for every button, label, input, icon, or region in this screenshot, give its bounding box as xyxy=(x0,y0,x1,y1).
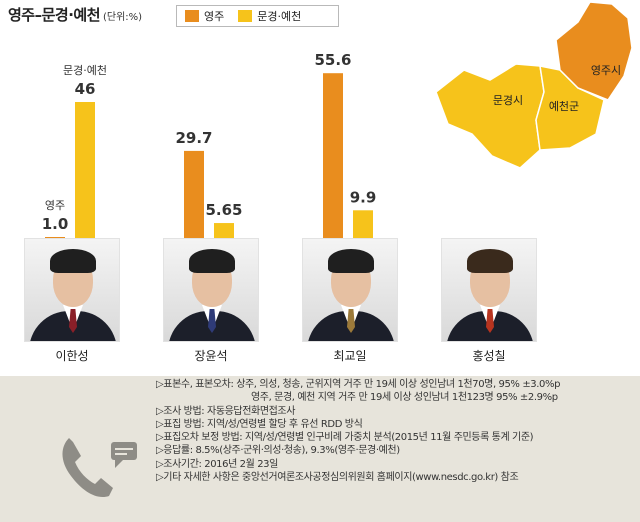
survey-note-line: ▷조사기간: 2016년 2월 23일 xyxy=(156,458,278,470)
region-map: 영주시 문경시 예천군 xyxy=(428,0,638,175)
map-region-yeongju xyxy=(555,1,633,101)
value-label-mungyeong-yecheon-2: 5.65 xyxy=(205,201,242,219)
bar-mungyeong-yecheon-3 xyxy=(353,210,373,240)
survey-info-panel: ▷표본수, 표본오차: 상주, 의성, 청송, 군위지역 거주 만 19세 이상… xyxy=(0,376,640,522)
survey-note-line: 영주, 문경, 예천 지역 거주 만 19세 이상 성인남녀 1천123명 95… xyxy=(251,392,558,404)
survey-note-line: ▷조사 방법: 자동응답전화면접조사 xyxy=(156,405,296,417)
series-annotation-mungyeong-yecheon: 문경·예천 xyxy=(63,63,107,77)
photo-tie xyxy=(486,309,494,333)
candidate-name-3: 최교일 xyxy=(333,349,367,363)
phone-icon xyxy=(62,438,137,498)
photo-tie xyxy=(347,309,355,333)
legend-item-mungyeong-yecheon: 문경·예천 xyxy=(238,8,301,24)
unit-label: (단위:%) xyxy=(103,12,143,23)
legend-item-yeongju: 영주 xyxy=(185,8,224,24)
value-label-yeongju-1: 1.0 xyxy=(42,215,69,233)
map-label-yecheon: 예천군 xyxy=(549,99,579,113)
legend-swatch-yeongju xyxy=(185,10,199,22)
bar-yeongju-2 xyxy=(184,150,204,240)
chart-title: 영주–문경·예천 (단위:%) xyxy=(8,4,142,25)
region-map-svg: 영주시 문경시 예천군 xyxy=(435,1,633,169)
photo-hair xyxy=(328,249,374,273)
value-label-mungyeong-yecheon-3: 9.9 xyxy=(350,188,377,206)
chart-title-text: 영주–문경·예천 xyxy=(8,6,101,24)
photo-hair xyxy=(189,249,235,273)
survey-note-line: ▷표집 방법: 지역/성/연령별 할당 후 유선 RDD 방식 xyxy=(156,418,363,430)
survey-notes: ▷표본수, 표본오차: 상주, 의성, 청송, 군위지역 거주 만 19세 이상… xyxy=(156,378,560,484)
legend-swatch-mungyeong-yecheon xyxy=(238,10,253,22)
candidate-photo-4 xyxy=(441,238,537,342)
value-label-yeongju-3: 55.6 xyxy=(314,51,351,69)
bar-mungyeong-yecheon-2 xyxy=(214,223,234,240)
survey-note-line: ▷응답률: 8.5%(상주·군위·의성·청송), 9.3%(영주·문경·예천) xyxy=(156,445,400,457)
bar-mungyeong-yecheon-1 xyxy=(75,102,95,240)
map-label-yeongju: 영주시 xyxy=(591,64,621,77)
value-label-yeongju-2: 29.7 xyxy=(175,129,212,147)
photo-hair xyxy=(50,249,96,273)
candidate-photo-1 xyxy=(24,238,120,342)
survey-note-line: ▷표본수, 표본오차: 상주, 의성, 청송, 군위지역 거주 만 19세 이상… xyxy=(156,379,561,390)
legend-label-yeongju: 영주 xyxy=(204,10,225,23)
photo-hair xyxy=(467,249,513,273)
candidate-photo-3 xyxy=(302,238,398,342)
series-annotation-yeongju: 영주 xyxy=(45,199,65,212)
map-region-mungyeong xyxy=(435,63,545,169)
survey-note-line: ▷기타 자세한 사항은 중앙선거여론조사공정심의위원회 홈페이지(www.nes… xyxy=(156,472,519,484)
candidate-name-2: 장윤석 xyxy=(194,349,228,363)
value-label-mungyeong-yecheon-1: 46 xyxy=(75,80,96,98)
photo-tie xyxy=(69,309,77,333)
legend-label-mungyeong-yecheon: 문경·예천 xyxy=(257,10,302,23)
survey-note-line: ▷표집오차 보정 방법: 지역/성/연령별 인구비례 가중치 분석(2015년 … xyxy=(156,432,534,444)
map-label-mungyeong: 문경시 xyxy=(493,94,523,107)
candidate-name-4: 홍성칠 xyxy=(472,349,506,363)
bar-yeongju-3 xyxy=(323,73,343,240)
candidate-name-1: 이한성 xyxy=(55,349,89,363)
chart-legend: 영주 문경·예천 xyxy=(176,5,339,27)
photo-tie xyxy=(208,309,216,333)
candidate-photo-2 xyxy=(163,238,259,342)
